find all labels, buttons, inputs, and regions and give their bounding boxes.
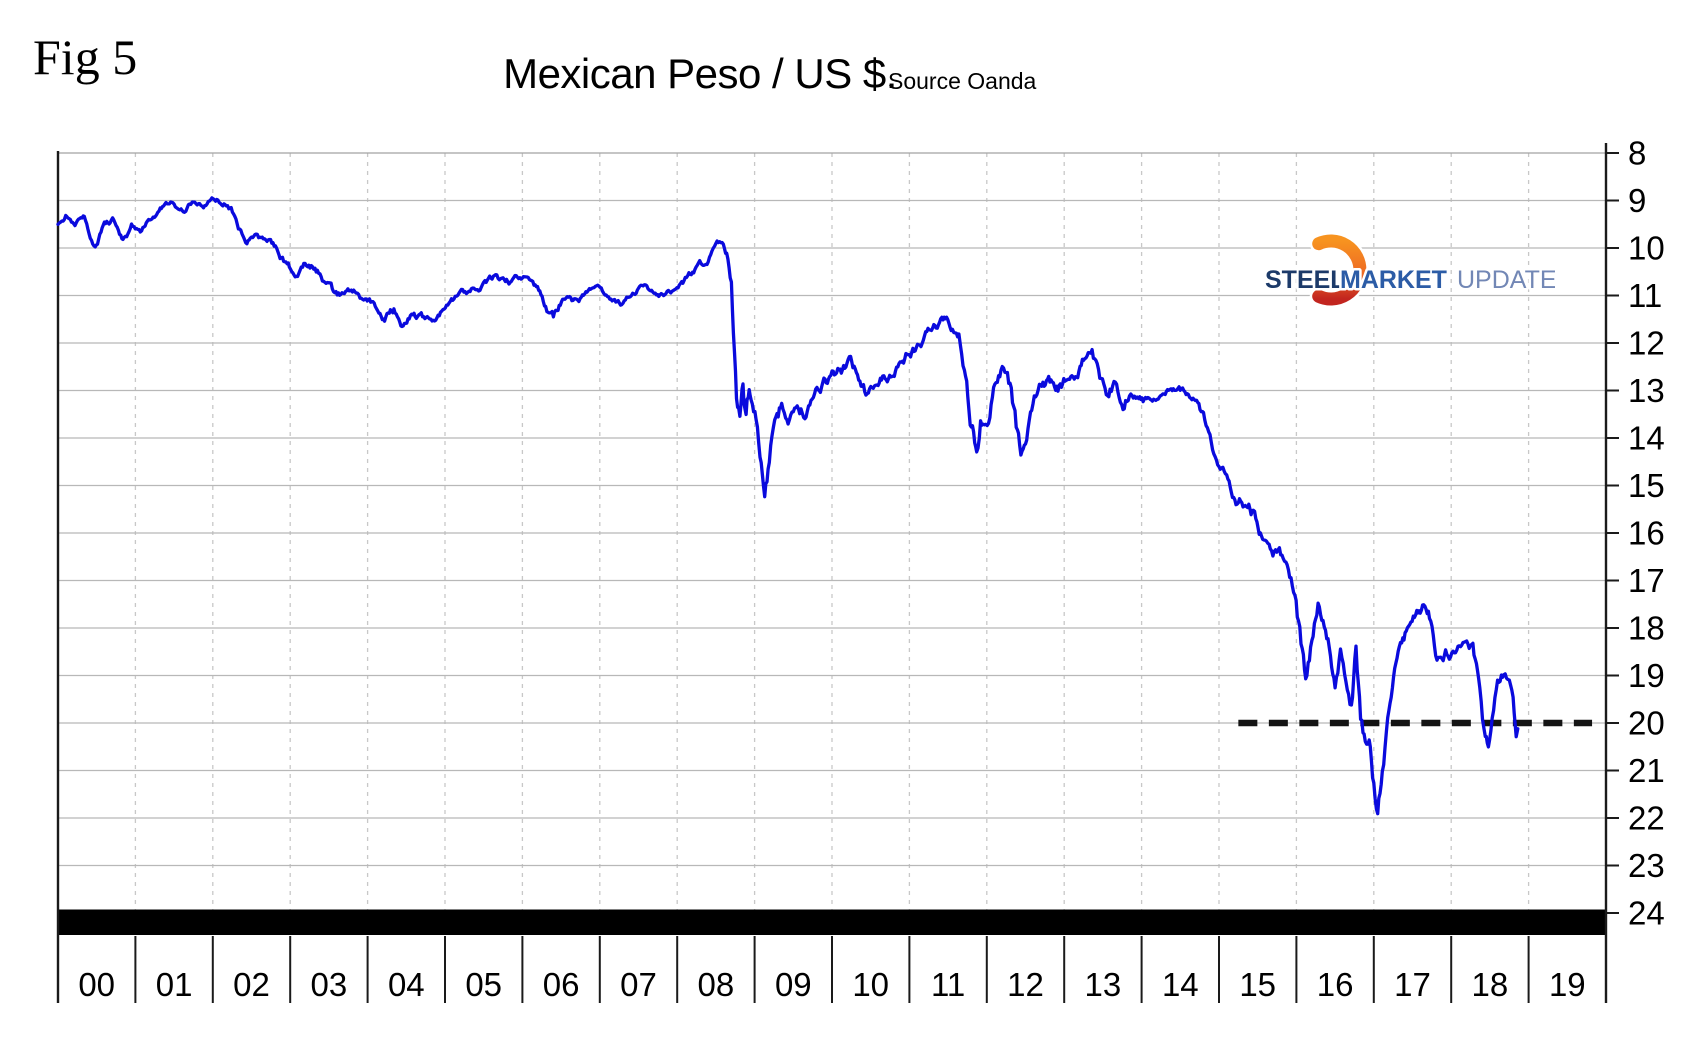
- y-tick-label: 20: [1628, 705, 1665, 742]
- x-tick-label: 03: [311, 966, 348, 1003]
- logo-word-market: MARKET: [1340, 266, 1447, 294]
- y-tick-label: 19: [1628, 657, 1665, 694]
- y-tick-label: 10: [1628, 230, 1665, 267]
- x-tick-label: 16: [1317, 966, 1354, 1003]
- source-caption: Source Oanda: [888, 68, 1037, 94]
- x-tick-label: 01: [156, 966, 193, 1003]
- bottom-axis-bar: [58, 909, 1606, 935]
- y-tick-label: 23: [1628, 847, 1665, 884]
- x-tick-label: 09: [775, 966, 812, 1003]
- x-tick-label: 18: [1472, 966, 1509, 1003]
- logo-word-update: UPDATE: [1457, 266, 1555, 294]
- x-tick-label: 07: [620, 966, 657, 1003]
- y-tick-label: 9: [1628, 182, 1646, 219]
- x-tick-label: 14: [1162, 966, 1199, 1003]
- logo-word-steel: STEEL: [1265, 266, 1346, 294]
- x-tick-label: 13: [1085, 966, 1122, 1003]
- y-tick-label: 21: [1628, 752, 1665, 789]
- y-tick-label: 22: [1628, 800, 1665, 837]
- y-tick-label: 14: [1628, 420, 1665, 457]
- y-tick-label: 12: [1628, 325, 1665, 362]
- figure-label: Fig 5: [33, 29, 138, 85]
- y-tick-label: 17: [1628, 562, 1665, 599]
- x-tick-label: 02: [233, 966, 270, 1003]
- y-tick-label: 13: [1628, 372, 1665, 409]
- y-tick-label: 18: [1628, 610, 1665, 647]
- x-tick-label: 05: [465, 966, 502, 1003]
- exchange-rate-line: [56, 196, 1520, 816]
- smu-logo: STEEL MARKET UPDATE: [1263, 232, 1555, 308]
- y-tick-label: 15: [1628, 467, 1665, 504]
- logo-crescent-icon: [1312, 234, 1367, 306]
- x-tick-label: 04: [388, 966, 425, 1003]
- x-tick-label: 17: [1394, 966, 1431, 1003]
- x-tick-label: 15: [1239, 966, 1276, 1003]
- x-tick-label: 06: [543, 966, 580, 1003]
- x-tick-label: 12: [1007, 966, 1044, 1003]
- x-tick-label: 19: [1549, 966, 1586, 1003]
- y-tick-label: 11: [1628, 277, 1662, 314]
- x-tick-label: 10: [852, 966, 889, 1003]
- y-tick-label: 24: [1628, 895, 1665, 932]
- y-tick-label: 16: [1628, 515, 1665, 552]
- x-tick-label: 00: [78, 966, 115, 1003]
- x-tick-label: 11: [931, 966, 965, 1003]
- chart-title: Mexican Peso / US $.: [503, 50, 897, 97]
- x-tick-label: 08: [698, 966, 735, 1003]
- y-tick-label: 8: [1628, 135, 1646, 172]
